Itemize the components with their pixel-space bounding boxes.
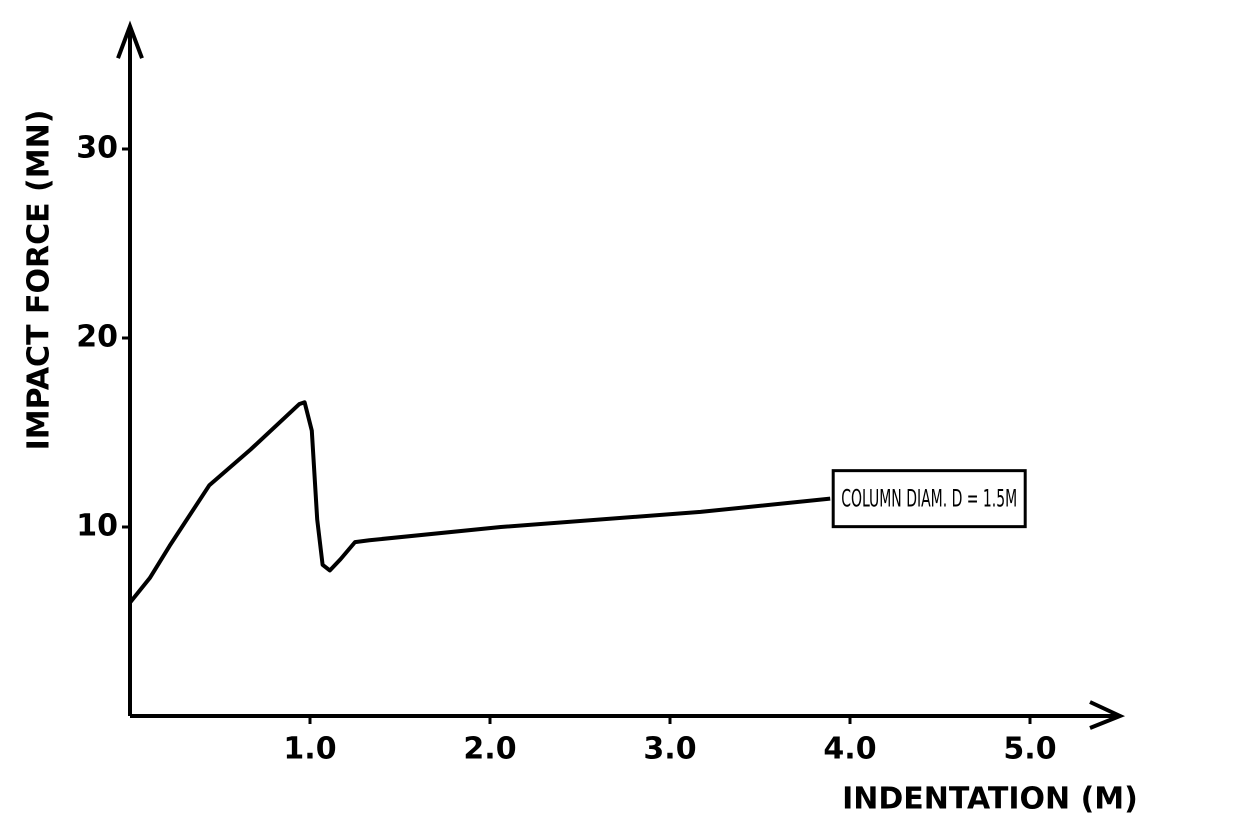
x-axis-label: INDENTATION (M): [842, 782, 1138, 815]
x-tick-label: 4.0: [823, 732, 876, 767]
y-axis-arrow: [116, 20, 144, 59]
y-tick-label: 30: [76, 131, 118, 166]
x-axis-arrow: [1089, 700, 1126, 730]
y-axis-label: IMPACT FORCE (MN): [22, 110, 57, 451]
annotation: COLUMN DIAM. D = 1.5M: [841, 485, 1017, 513]
x-tick-label: 2.0: [463, 732, 516, 767]
y-tick-label: 20: [76, 320, 118, 355]
annotation-box: [831, 469, 1027, 529]
x-tick-label: 1.0: [283, 732, 336, 767]
x-tick-label: 3.0: [643, 732, 696, 767]
data-line: [128, 400, 831, 604]
x-tick-label: 5.0: [1003, 732, 1056, 767]
y-tick-label: 10: [76, 509, 118, 544]
